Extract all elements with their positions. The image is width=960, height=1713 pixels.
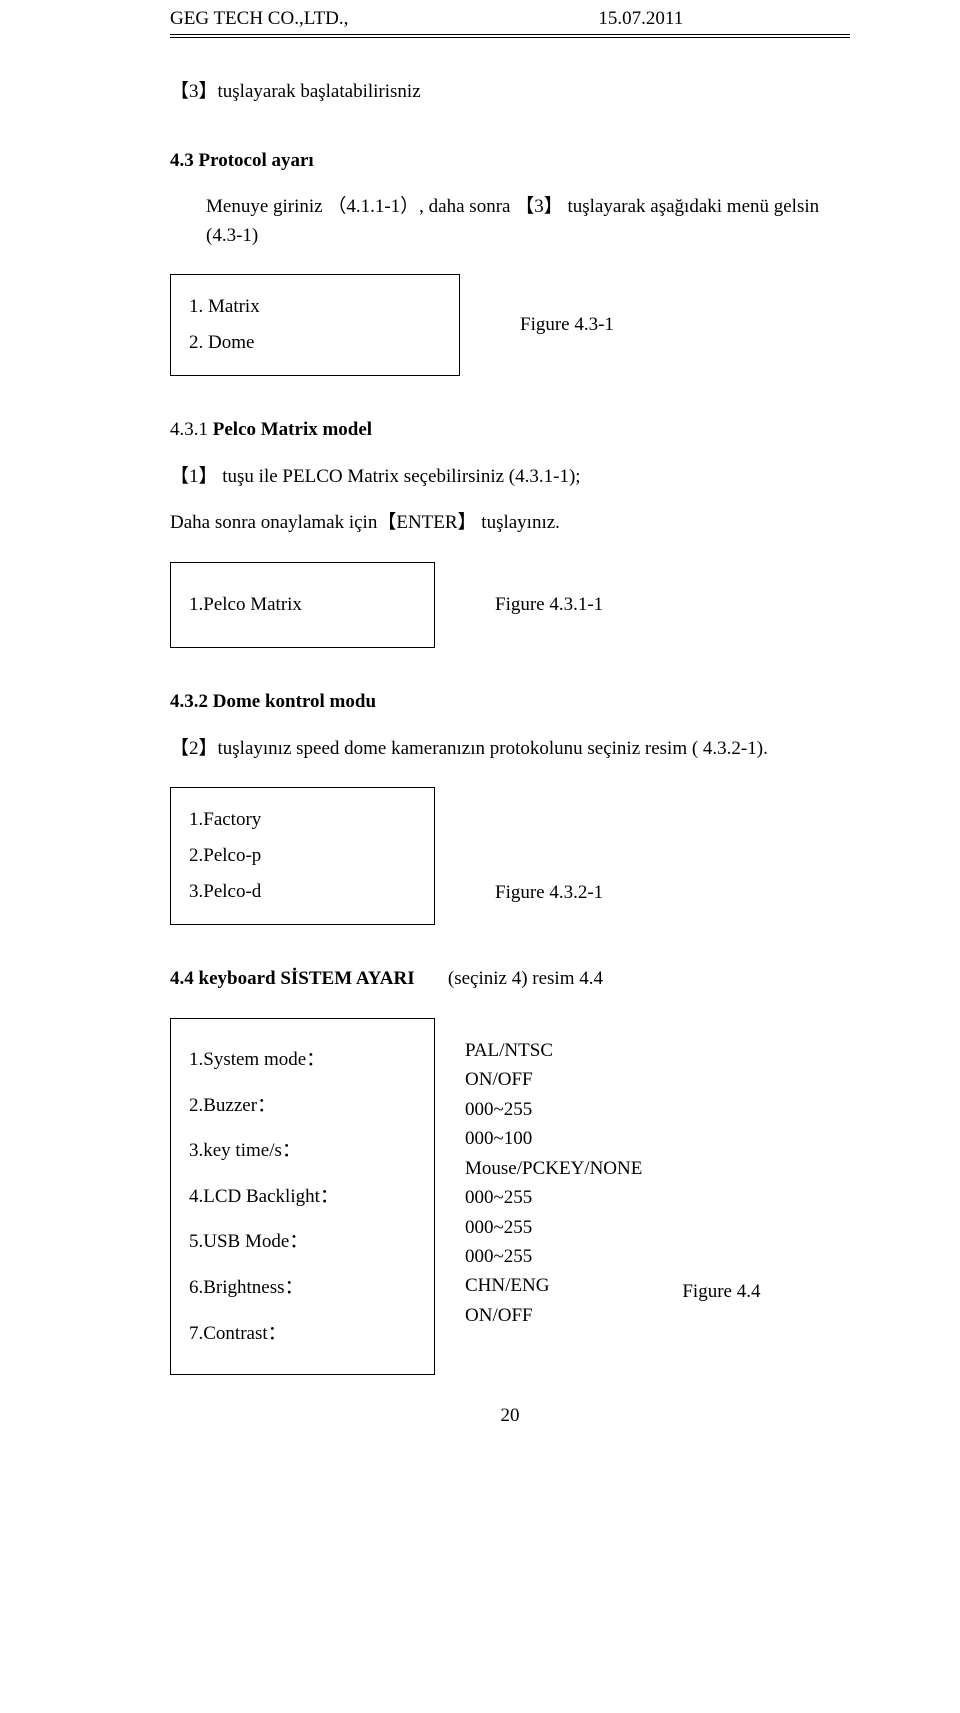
page: GEG TECH CO.,LTD., 15.07.2011 【3】tuşlaya… [0, 0, 960, 1467]
menu-item-pelco-p: 2.Pelco-p [189, 838, 416, 874]
page-header: GEG TECH CO.,LTD., 15.07.2011 [170, 0, 850, 30]
val-000-255-3: 000~255 [465, 1213, 642, 1242]
heading-4-3-1-num: 4.3.1 [170, 419, 208, 440]
divider-top-1 [170, 34, 850, 35]
heading-4-4-rest-text: (seçiniz 4) resim 4.4 [448, 968, 603, 989]
menu-item-contrast: 7.Contrast： [189, 1311, 416, 1357]
menu-box-4-3-2-1: 1.Factory 2.Pelco-p 3.Pelco-d [170, 787, 435, 925]
menu-item-key-time: 3.key time/s： [189, 1128, 416, 1174]
menu-box-4-3-1-1: 1.Pelco Matrix [170, 562, 435, 649]
menu-item-factory: 1.Factory [189, 802, 416, 838]
para-4-3-2-desc: 【2】tuşlayınız speed dome kameranızın pro… [170, 735, 850, 764]
page-number: 20 [170, 1405, 850, 1427]
menu-item-system-mode: 1.System mode： [189, 1037, 416, 1083]
figure-4-4-values: PAL/NTSC ON/OFF 000~255 000~100 Mouse/PC… [465, 1018, 642, 1330]
menu-item-matrix: 1. Matrix [189, 289, 441, 325]
menu-item-usb-mode: 5.USB Mode： [189, 1219, 416, 1265]
menu-item-brightness: 6.Brightness： [189, 1265, 416, 1311]
para-4-3-1-line2: Daha sonra onaylamak için【ENTER】 tuşlayı… [170, 509, 850, 538]
figure-4-3-2-1-row: 1.Factory 2.Pelco-p 3.Pelco-d Figure 4.3… [170, 787, 850, 925]
menu-item-lcd-backlight: 4.LCD Backlight： [189, 1174, 416, 1220]
menu-box-4-3-1: 1. Matrix 2. Dome [170, 274, 460, 376]
heading-4-3-2: 4.3.2 Dome kontrol modu [170, 691, 376, 712]
val-000-255-1: 000~255 [465, 1095, 642, 1124]
divider-top-2 [170, 37, 850, 38]
menu-item-pelco-d: 3.Pelco-d [189, 874, 416, 910]
para-4-3-1-line1: 【1】 tuşu ile PELCO Matrix seçebilirsiniz… [170, 463, 850, 492]
menu-item-buzzer: 2.Buzzer： [189, 1083, 416, 1129]
figure-label-4-3-2-1: Figure 4.3.2-1 [495, 879, 603, 908]
val-onoff-2: ON/OFF [465, 1301, 642, 1330]
val-onoff-1: ON/OFF [465, 1065, 642, 1094]
figure-4-3-1-1-row: 1.Pelco Matrix Figure 4.3.1-1 [170, 562, 850, 649]
figure-label-4-4: Figure 4.4 [682, 1278, 760, 1307]
para-4-3-desc: Menuye giriniz （4.1.1-1）, daha sonra 【3】… [206, 193, 850, 250]
menu-item-pelco-matrix: 1.Pelco Matrix [189, 591, 416, 620]
figure-4-4-right-group: PAL/NTSC ON/OFF 000~255 000~100 Mouse/PC… [465, 1018, 760, 1330]
menu-item-dome: 2. Dome [189, 325, 441, 361]
heading-4-4-rest [419, 968, 448, 989]
val-000-255-2: 000~255 [465, 1183, 642, 1212]
header-company: GEG TECH CO.,LTD., [170, 8, 348, 30]
figure-label-4-3-1: Figure 4.3-1 [520, 311, 614, 340]
menu-box-4-4: 1.System mode： 2.Buzzer： 3.key time/s： 4… [170, 1018, 435, 1375]
val-chn-eng: CHN/ENG [465, 1271, 642, 1300]
figure-label-4-3-1-1: Figure 4.3.1-1 [495, 591, 603, 620]
heading-4-4: 4.4 keyboard SİSTEM AYARI [170, 968, 415, 989]
figure-4-3-1-row: 1. Matrix 2. Dome Figure 4.3-1 [170, 274, 850, 376]
header-date: 15.07.2011 [598, 8, 683, 30]
document-body: 【3】tuşlayarak başlatabilirisniz 4.3 Prot… [170, 78, 850, 1375]
val-pal-ntsc: PAL/NTSC [465, 1036, 642, 1065]
val-000-255-4: 000~255 [465, 1242, 642, 1271]
heading-4-3-1-title: Pelco Matrix model [208, 419, 372, 440]
val-mouse-pckey: Mouse/PCKEY/NONE [465, 1154, 642, 1183]
figure-4-4-row: 1.System mode： 2.Buzzer： 3.key time/s： 4… [170, 1018, 850, 1375]
heading-4-3: 4.3 Protocol ayarı [170, 150, 314, 171]
val-000-100: 000~100 [465, 1124, 642, 1153]
para-start-key3: 【3】tuşlayarak başlatabilirisniz [170, 78, 850, 107]
